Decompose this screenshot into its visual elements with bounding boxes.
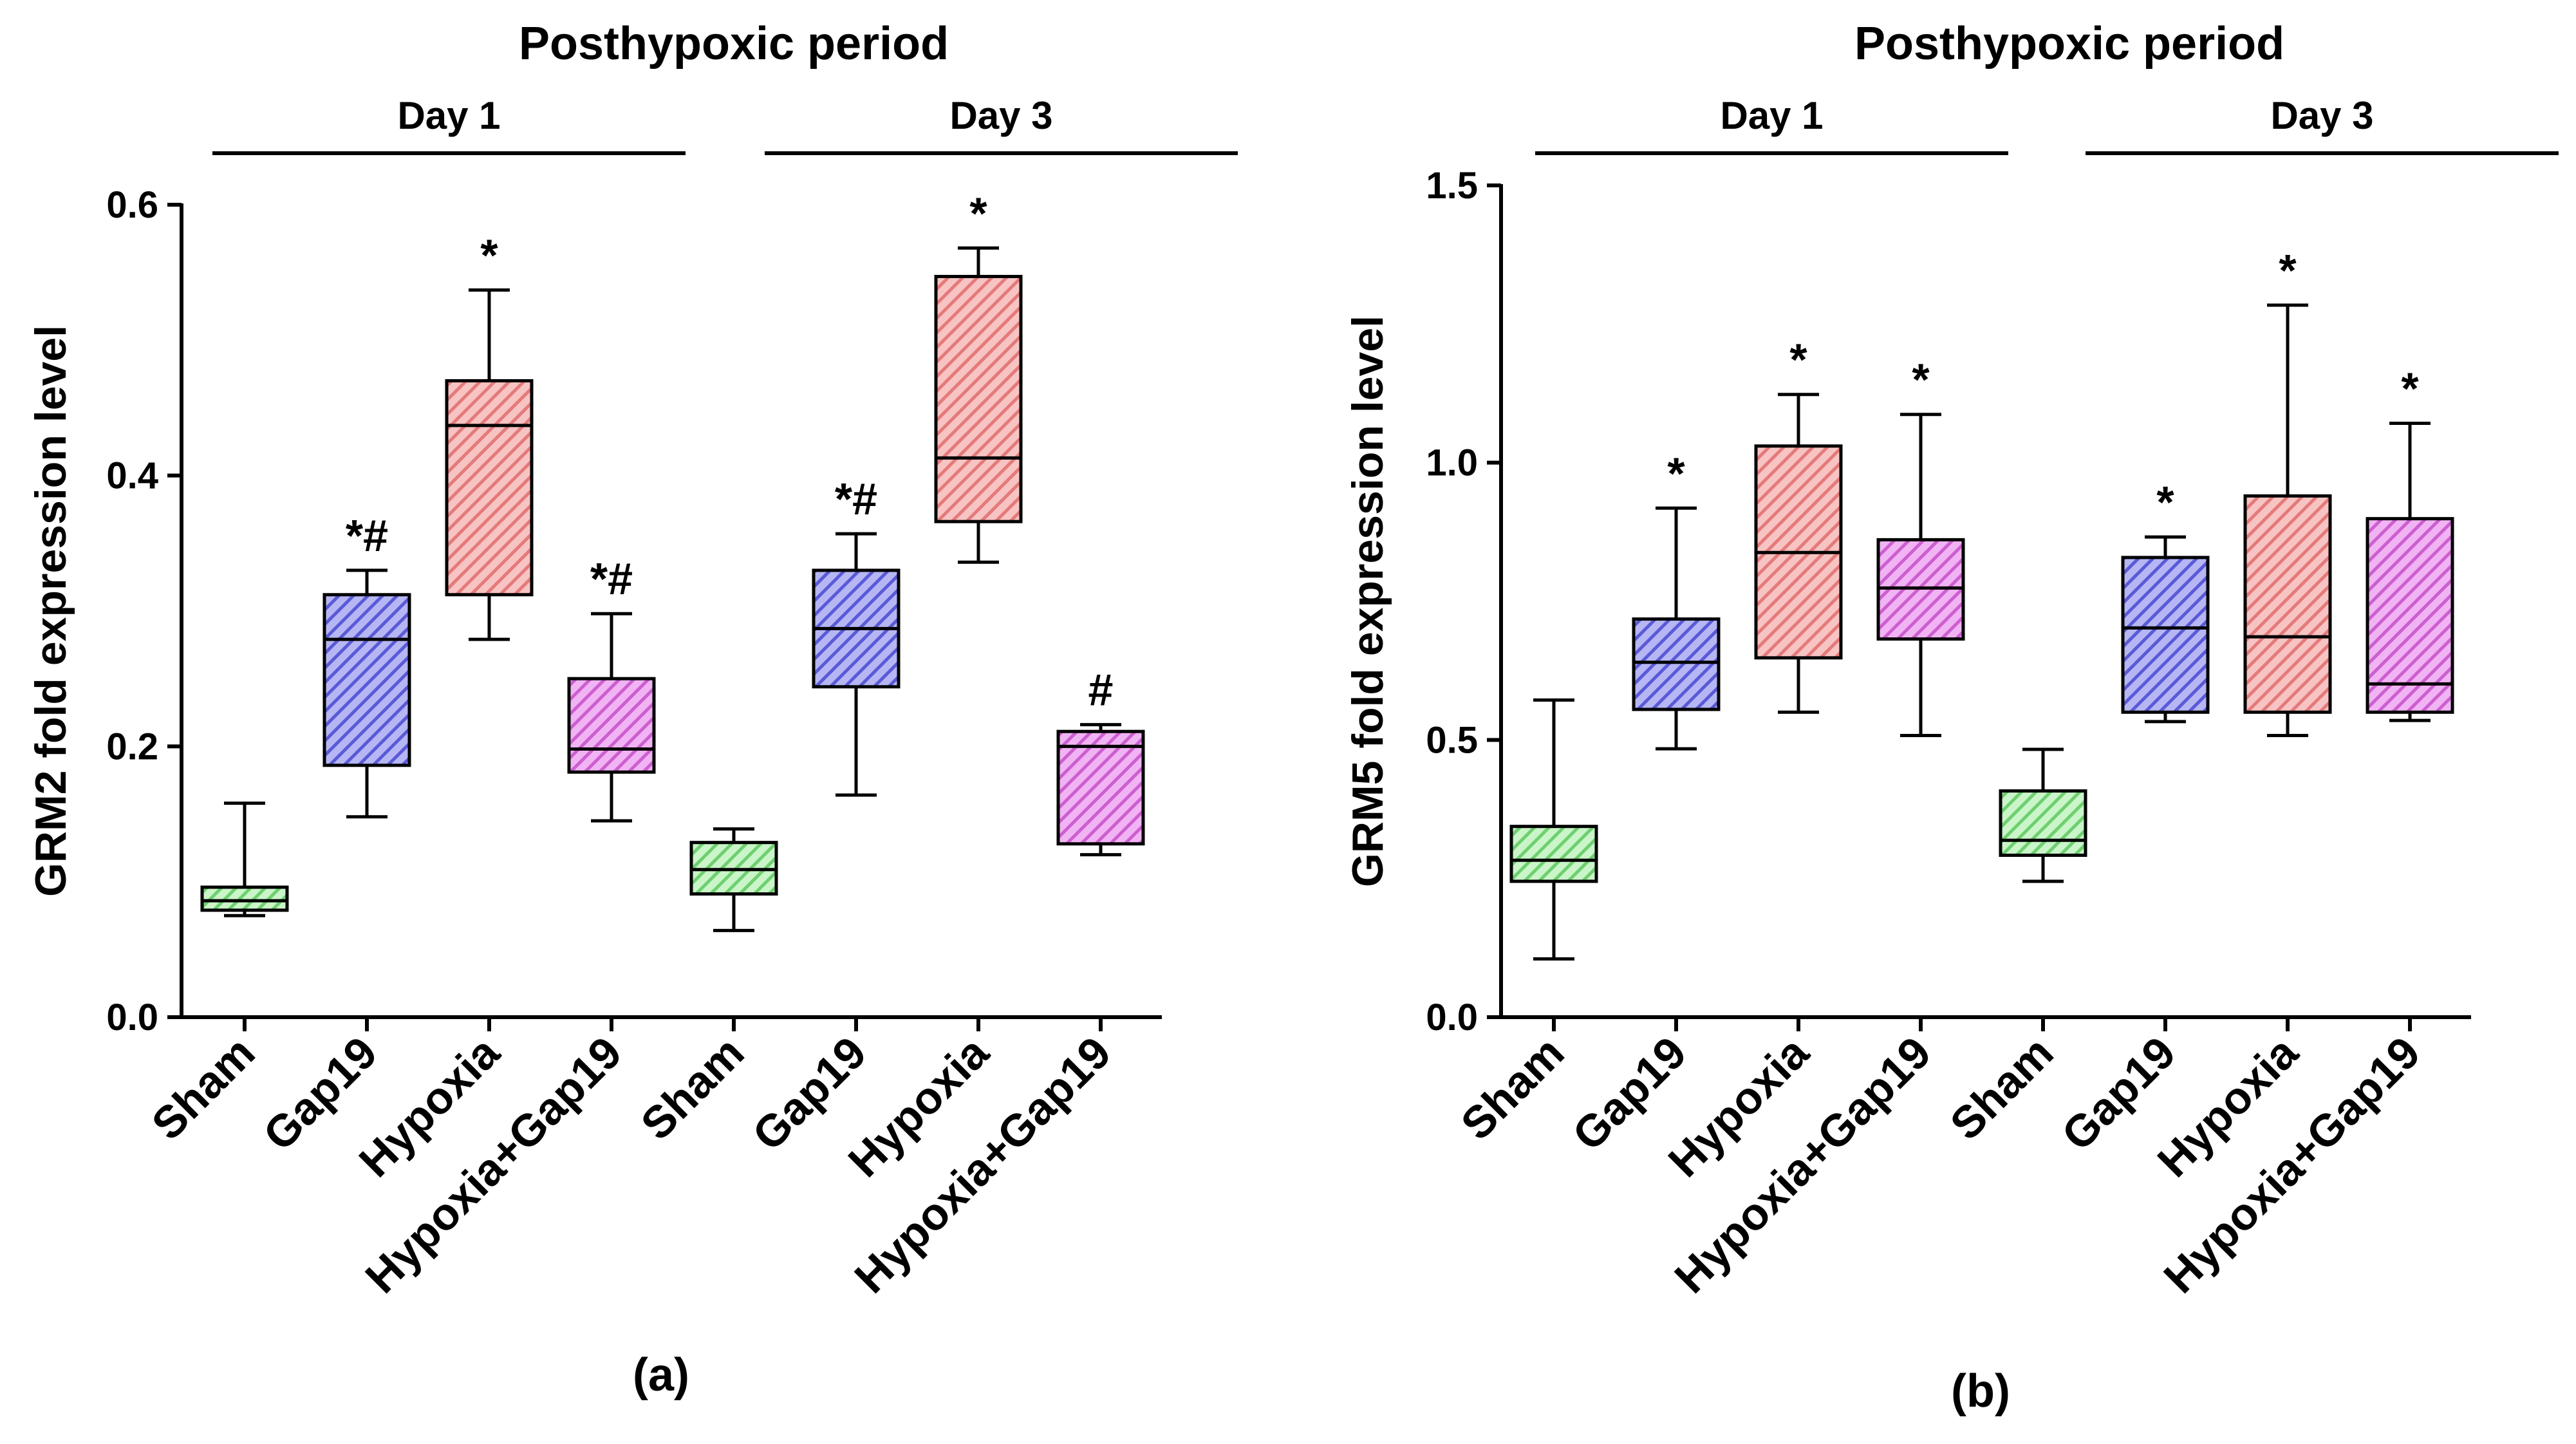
y-axis-label: GRM2 fold expression level: [26, 325, 75, 897]
significance-marker: *: [1667, 448, 1685, 498]
y-tick-label: 0.4: [106, 455, 158, 497]
box-hypoxia_gap19: *: [2366, 364, 2454, 722]
box-hypoxia: *: [934, 188, 1023, 564]
day-group-label: Day 1: [1720, 94, 1823, 137]
box-gap19: *: [2121, 477, 2210, 724]
y-tick-label: 1.5: [1426, 165, 1478, 207]
box-gap19: *#: [322, 511, 411, 819]
box-iqr: [1056, 729, 1145, 846]
box-hypoxia_gap19: *#: [567, 554, 656, 823]
y-tick-label: 0.2: [106, 726, 158, 767]
y-tick-label: 1.0: [1426, 442, 1478, 484]
panel-label: (b): [1951, 1365, 2010, 1417]
x-category-label: Sham: [142, 1027, 265, 1149]
panel-a-grm2-chart: Posthypoxic period Day 1 Day 3 0.0 0.2 0.4 0.6…: [26, 18, 1238, 1401]
box-hypoxia_gap19: #: [1056, 665, 1145, 857]
day-group-label: Day 3: [2270, 94, 2373, 137]
box-iqr: [1632, 617, 1721, 711]
box-hypoxia: *: [445, 230, 534, 641]
significance-marker: *#: [346, 511, 388, 561]
box-hypoxia: *: [1754, 335, 1843, 714]
box-iqr: [2366, 517, 2454, 714]
significance-marker: *#: [590, 554, 633, 604]
chart-header: Posthypoxic period: [519, 18, 949, 70]
chart-header: Posthypoxic period: [1854, 18, 2284, 70]
significance-marker: *: [2156, 477, 2174, 527]
significance-marker: *: [2279, 245, 2297, 295]
box-sham: [689, 827, 778, 932]
significance-marker: *#: [835, 474, 877, 524]
significance-marker: *: [1912, 355, 1930, 405]
day-group-label: Day 3: [949, 94, 1052, 137]
significance-marker: *: [1789, 335, 1807, 385]
significance-marker: *: [480, 230, 498, 281]
box-gap19: *: [1632, 448, 1721, 751]
y-tick-label: 0.5: [1426, 719, 1478, 761]
panel-label: (a): [633, 1349, 689, 1401]
y-axis-label: GRM5 fold expression level: [1343, 315, 1392, 887]
box-sham: [1999, 747, 2087, 883]
y-tick-label: 0.0: [1426, 997, 1478, 1038]
significance-marker: *: [969, 188, 987, 238]
box-iqr: [445, 379, 534, 597]
x-category-label: Sham: [631, 1027, 754, 1149]
box-hypoxia_gap19: *: [1876, 355, 1965, 737]
box-iqr: [2121, 556, 2210, 714]
box-iqr: [1509, 825, 1598, 883]
panel-b-grm5-chart: Posthypoxic period Day 1 Day 3 0.0 0.5 1.0 1.5…: [1343, 18, 2559, 1417]
significance-marker: #: [1088, 665, 1114, 715]
box-iqr: [1999, 789, 2087, 857]
x-category-label: Sham: [1451, 1027, 1574, 1149]
y-tick-label: 0.0: [106, 997, 158, 1038]
box-iqr: [2243, 494, 2332, 714]
box-iqr: [934, 274, 1023, 523]
box-sham: [200, 802, 289, 917]
x-category-label: Sham: [1941, 1027, 2063, 1149]
day-group-label: Day 1: [397, 94, 500, 137]
box-iqr: [322, 593, 411, 767]
box-iqr: [200, 885, 289, 912]
y-tick-label: 0.6: [106, 184, 158, 226]
box-sham: [1509, 698, 1598, 961]
box-hypoxia: *: [2243, 245, 2332, 737]
significance-marker: *: [2401, 364, 2419, 414]
box-gap19: *#: [812, 474, 901, 797]
box-iqr: [567, 677, 656, 774]
